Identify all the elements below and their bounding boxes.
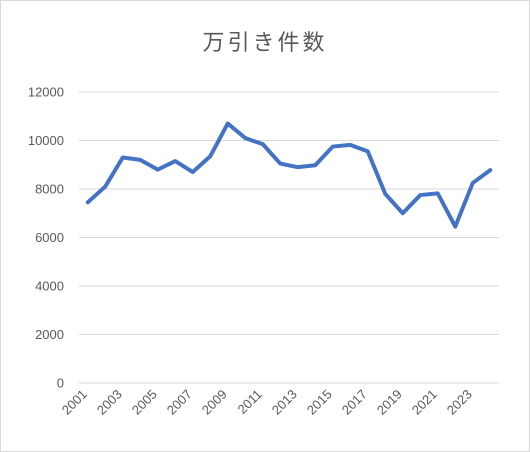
- x-tick-label: 2019: [374, 387, 405, 418]
- data-point: [156, 168, 160, 172]
- y-tick-label: 2000: [35, 327, 64, 342]
- data-point: [471, 181, 475, 185]
- data-point: [383, 192, 387, 196]
- x-tick-label: 2023: [444, 387, 475, 418]
- series-layer: [85, 121, 493, 229]
- data-point: [436, 191, 440, 195]
- x-tick-label: 2021: [409, 387, 440, 418]
- x-tick-label: 2003: [94, 387, 125, 418]
- data-point: [313, 163, 317, 167]
- y-tick-label: 6000: [35, 230, 64, 245]
- y-axis-ticks: 0 2000 4000 6000 8000 10000 12000: [28, 85, 64, 391]
- y-tick-label: 8000: [35, 182, 64, 197]
- y-tick-label: 10000: [28, 133, 64, 148]
- data-point: [401, 211, 405, 215]
- series-line: [85, 121, 493, 229]
- data-point: [138, 158, 142, 162]
- data-point: [261, 142, 265, 146]
- x-tick-label: 2017: [339, 387, 370, 418]
- x-axis-ticks: 2001 2003 2005 2007 2009 2011 2013 2015 2017 2019…: [59, 387, 475, 418]
- y-tick-label: 12000: [28, 85, 64, 100]
- data-point: [453, 225, 457, 229]
- gridlines: [79, 91, 499, 384]
- data-point: [296, 165, 300, 169]
- data-point: [331, 145, 335, 149]
- x-tick-label: 2011: [234, 387, 264, 417]
- data-point: [173, 159, 177, 163]
- y-tick-label: 4000: [35, 279, 64, 294]
- data-point: [103, 185, 107, 189]
- data-point: [86, 200, 90, 204]
- x-tick-label: 2005: [129, 387, 160, 418]
- data-point: [121, 155, 125, 159]
- x-tick-label: 2015: [304, 387, 335, 418]
- x-tick-label: 2013: [269, 387, 300, 418]
- chart-title: 万引き件数: [202, 31, 328, 56]
- y-tick-label: 0: [57, 376, 64, 391]
- data-point: [418, 193, 422, 197]
- data-point: [488, 168, 492, 172]
- data-point: [226, 122, 230, 126]
- data-point: [208, 154, 212, 158]
- data-point: [278, 162, 282, 166]
- x-tick-label: 2009: [199, 387, 230, 418]
- data-point: [191, 170, 195, 174]
- x-tick-label: 2007: [164, 387, 195, 418]
- data-point: [243, 136, 247, 140]
- x-tick-label: 2001: [59, 387, 90, 418]
- data-point: [366, 149, 370, 153]
- data-point: [348, 143, 352, 147]
